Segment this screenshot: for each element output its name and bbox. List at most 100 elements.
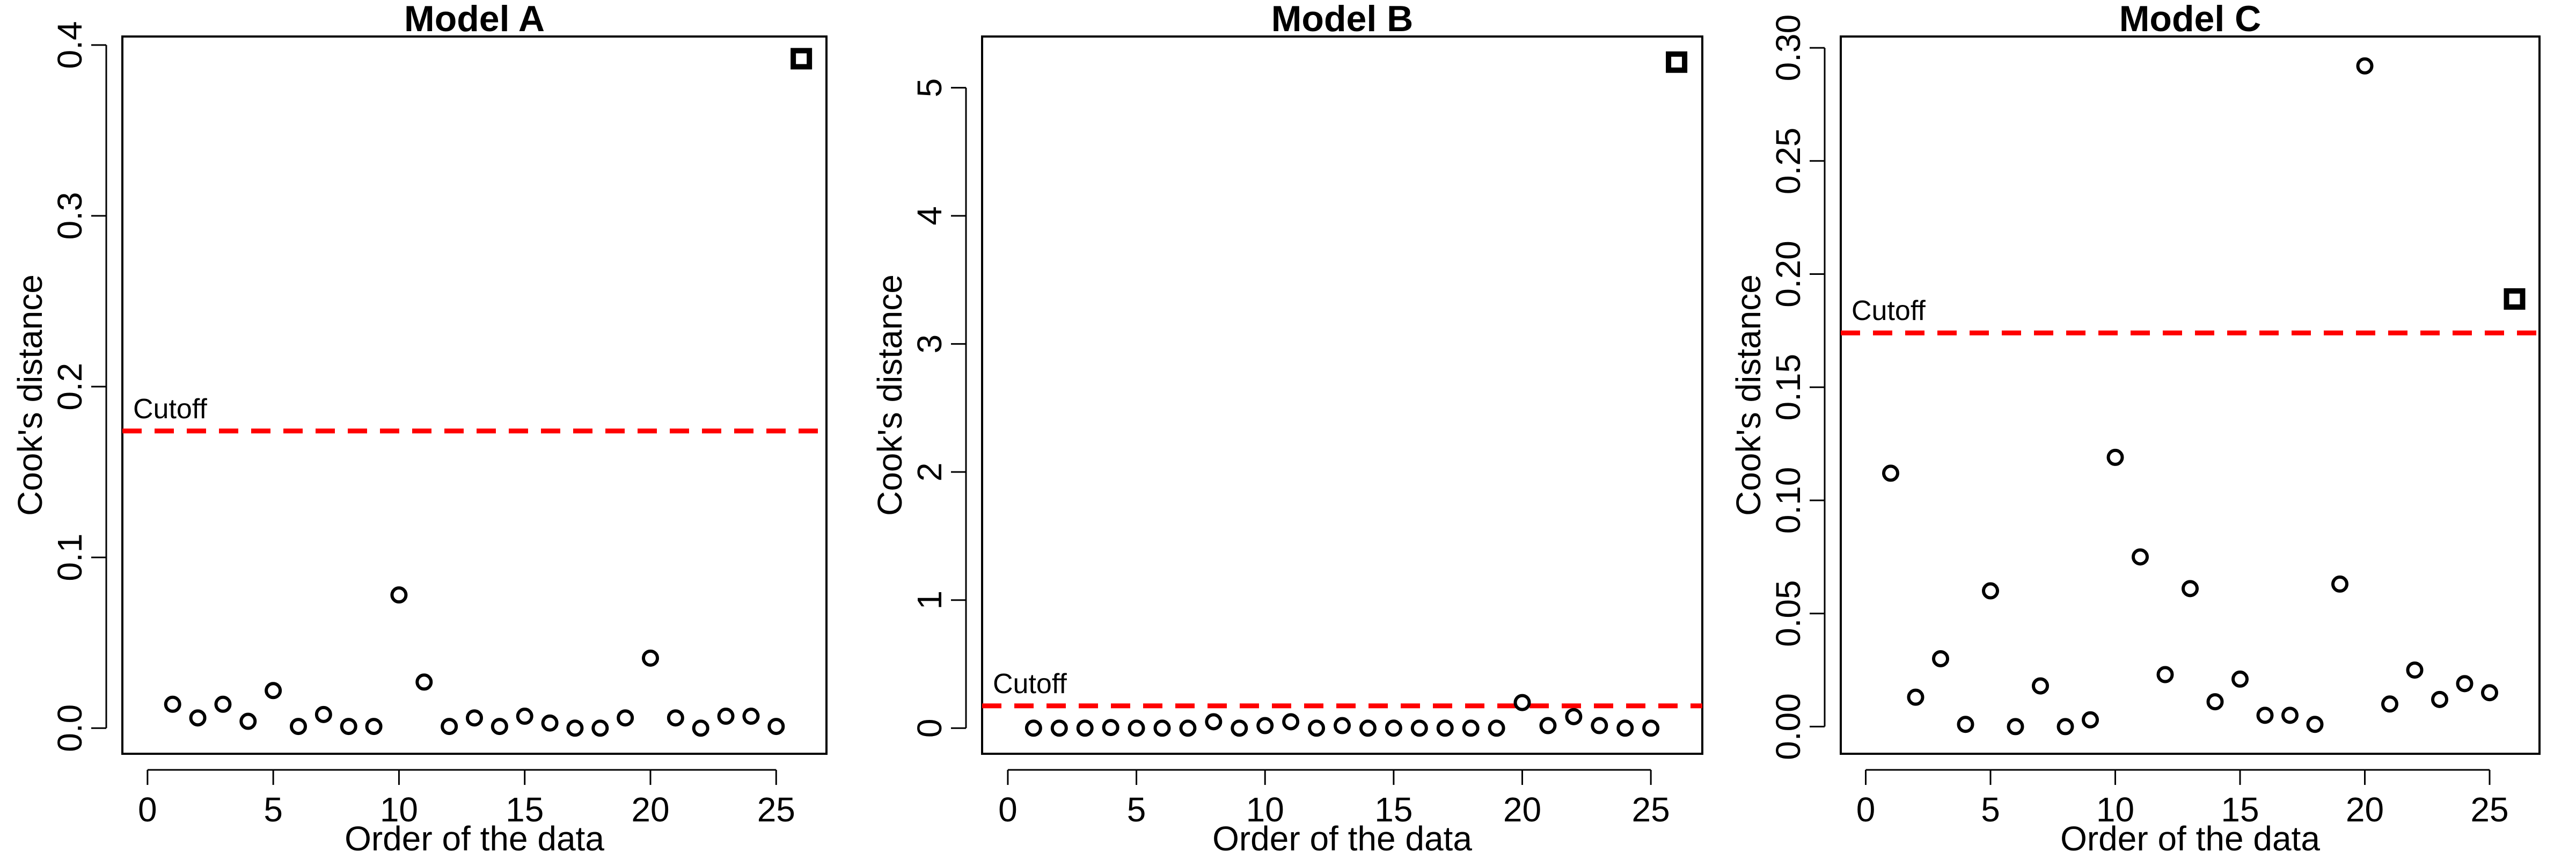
data-point [2256, 707, 2274, 724]
x-tick-label: 0 [998, 790, 1018, 829]
y-tick-label: 0.4 [50, 21, 89, 69]
data-point [667, 709, 684, 727]
chart-panel-2: Model B 0 5 10 15 20 25 Order of the data 0 1 2 3 4 5… [870, 0, 1703, 858]
x-tick-label: 15 [2221, 790, 2259, 829]
data-point [1982, 582, 1999, 600]
chart-panel-1: Model A 0 5 10 15 20 25 Order of the data 0.0 0.1… [11, 0, 828, 858]
data-point [290, 718, 307, 736]
data-point [2007, 718, 2024, 736]
y-tick-label: 0.00 [1769, 693, 1807, 760]
data-point [415, 673, 433, 691]
x-tick-label: 20 [1503, 790, 1541, 829]
data-point [491, 718, 508, 736]
data-point [692, 719, 709, 737]
chart-panel-3: Model C 0 5 10 15 20 25 Order of the data 0.00 0.… [1729, 0, 2541, 858]
y-axis-label: Cook's distance [870, 274, 909, 516]
y-tick-label: 0.0 [50, 704, 89, 752]
x-axis-label: Order of the data [345, 819, 604, 858]
y-tick-label: 0.05 [1769, 580, 1807, 647]
data-point [365, 718, 383, 736]
plot-frame [981, 35, 1703, 755]
data-point [164, 695, 181, 713]
cutoff-label: Cutoff [133, 394, 207, 425]
data-point [2406, 661, 2424, 679]
data-point [1385, 719, 1402, 737]
plot-frame [1840, 35, 2541, 755]
data-point [2206, 693, 2224, 711]
y-tick-label: 0.25 [1769, 128, 1807, 195]
data-point [1205, 713, 1223, 731]
data-point [2132, 548, 2149, 566]
x-tick-label: 20 [631, 790, 669, 829]
data-point [541, 714, 559, 732]
y-tick-label: 0.2 [50, 363, 89, 411]
data-point [1410, 719, 1428, 737]
data-point [1907, 688, 1924, 706]
data-point [239, 712, 257, 730]
chart-title: Model B [1271, 0, 1413, 39]
x-tick-label: 15 [506, 790, 544, 829]
data-point [642, 649, 659, 667]
y-tick-label: 0.30 [1769, 14, 1807, 82]
cutoff-label: Cutoff [993, 668, 1067, 700]
data-point [742, 708, 760, 725]
data-point [767, 718, 785, 736]
y-tick-label: 0.10 [1769, 467, 1807, 534]
y-tick-label: 2 [910, 462, 949, 482]
data-point [1282, 713, 1300, 731]
x-tick-label: 25 [2470, 790, 2508, 829]
x-tick-label: 10 [380, 790, 418, 829]
chart-title: Model C [2119, 0, 2261, 39]
data-point [2481, 684, 2498, 702]
data-point [1128, 719, 1145, 737]
data-point [1957, 716, 1974, 733]
data-point [1539, 717, 1557, 734]
data-point [1932, 650, 1949, 667]
y-axis-label: Cook's distance [11, 274, 49, 516]
data-point [1024, 719, 1042, 737]
data-point [2456, 675, 2473, 693]
data-point [1308, 719, 1326, 737]
data-point [2231, 670, 2249, 688]
highlighted-point [2504, 288, 2526, 310]
y-tick-label: 4 [910, 206, 949, 225]
data-point [591, 719, 609, 737]
data-point [2156, 666, 2174, 683]
data-point [1179, 719, 1197, 737]
data-point [1462, 719, 1480, 737]
y-tick-label: 3 [910, 334, 949, 354]
x-tick-label: 25 [757, 790, 795, 829]
data-point [1256, 717, 1274, 734]
data-point [1642, 719, 1660, 737]
y-tick-label: 0.1 [50, 534, 89, 581]
data-point [1231, 719, 1248, 737]
data-point [1488, 719, 1505, 737]
x-tick-label: 5 [1981, 790, 2000, 829]
x-tick-label: 5 [264, 790, 283, 829]
data-point [1359, 719, 1377, 737]
y-tick-label: 0.3 [50, 192, 89, 240]
cutoff-label: Cutoff [1851, 295, 1926, 326]
x-tick-label: 10 [2096, 790, 2134, 829]
y-tick-label: 0.15 [1769, 354, 1807, 421]
data-point [2182, 580, 2199, 598]
x-tick-label: 0 [138, 790, 157, 829]
data-point [314, 705, 332, 723]
data-point [214, 695, 232, 713]
data-point [516, 708, 533, 725]
data-point [1153, 719, 1171, 737]
data-point [2106, 448, 2124, 466]
data-point [2281, 707, 2299, 724]
data-point [2381, 695, 2398, 713]
x-tick-label: 10 [1246, 790, 1284, 829]
data-point [1616, 719, 1634, 737]
x-tick-label: 5 [1127, 790, 1146, 829]
data-point [1565, 708, 1583, 725]
data-point [1591, 717, 1608, 734]
highlighted-point [1666, 51, 1688, 73]
y-tick-label: 0 [910, 718, 949, 738]
data-point [2331, 575, 2348, 593]
data-point [2356, 57, 2374, 75]
data-point [2057, 718, 2074, 736]
